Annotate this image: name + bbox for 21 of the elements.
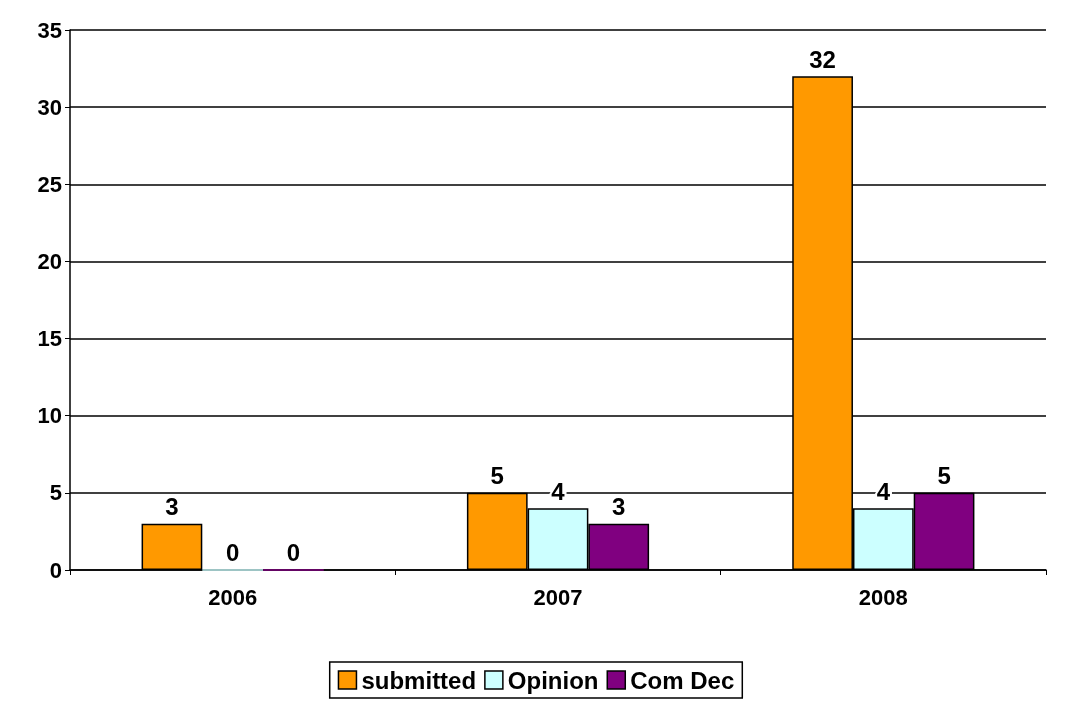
y-tick-label: 30 [37, 94, 62, 120]
legend-label: submitted [361, 666, 477, 694]
y-tick-label: 35 [37, 17, 62, 43]
data-label: 32 [809, 45, 836, 73]
x-tick-label: 2006 [208, 584, 258, 610]
legend-label: Opinion [507, 666, 599, 694]
data-label: 3 [612, 493, 626, 521]
data-label: 0 [286, 538, 301, 566]
data-label: 3 [165, 493, 179, 521]
legend-label: Com Dec [630, 666, 735, 694]
y-tick-label: 10 [37, 403, 62, 429]
y-tick-label: 5 [49, 480, 62, 506]
y-tick-label: 20 [37, 248, 62, 274]
data-label: 5 [490, 462, 504, 490]
data-label: 0 [225, 538, 240, 566]
y-tick-label: 0 [49, 557, 62, 583]
x-tick-label: 2008 [858, 584, 908, 610]
y-tick-label: 25 [37, 171, 62, 197]
data-label: 5 [937, 462, 951, 490]
x-tick-label: 2007 [533, 584, 583, 610]
y-tick-label: 15 [37, 326, 62, 352]
